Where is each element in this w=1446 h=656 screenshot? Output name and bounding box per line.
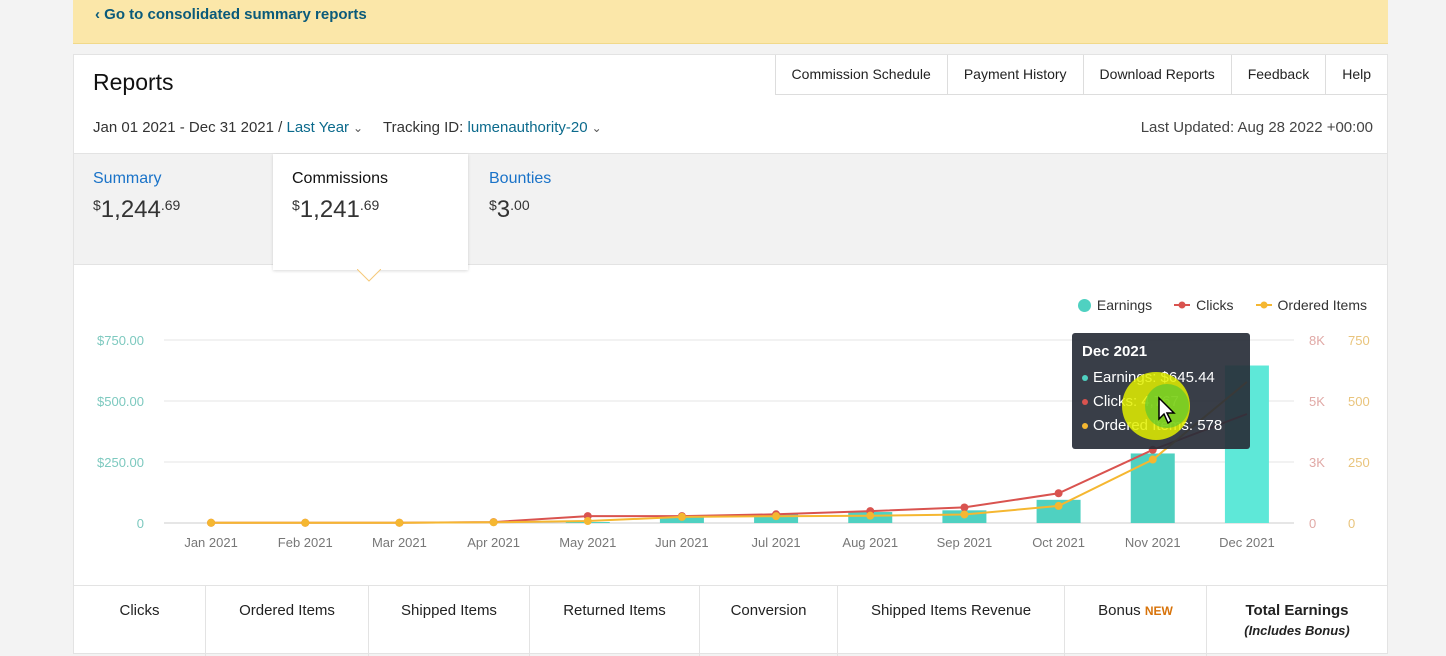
x-tick-label: Sep 2021 (937, 535, 993, 550)
x-tick-label: Oct 2021 (1032, 535, 1085, 550)
date-range: Jan 01 2021 - Dec 31 2021 / (93, 119, 283, 136)
active-tab-pointer (357, 269, 381, 282)
earnings-dot-icon (1082, 375, 1088, 381)
clicks-line-icon (1174, 301, 1191, 309)
earnings-dot-icon (1077, 298, 1091, 312)
notice-banner: ‹ Go to consolidated summary reports (73, 0, 1388, 44)
tab-amount: $1,244.69 (93, 196, 181, 223)
col-conversion[interactable]: Conversion (700, 586, 838, 656)
x-tick-label: Dec 2021 (1219, 535, 1275, 550)
cursor-highlight (1122, 372, 1190, 440)
earnings-bar (1130, 453, 1175, 523)
clicks-point (960, 503, 969, 512)
ordered-items-line (211, 381, 1248, 524)
left-tick-label: 0 (137, 516, 144, 531)
ordered-items-point (301, 518, 310, 527)
x-tick-label: Mar 2021 (372, 535, 427, 550)
new-badge: NEW (1144, 604, 1173, 618)
chevron-down-icon[interactable]: ⌄ (591, 121, 602, 135)
right-tick-label-ordered: 250 (1348, 455, 1370, 470)
right-tick-label-clicks: 5K (1309, 394, 1325, 409)
reports-panel: Reports Commission Schedule Payment Hist… (73, 54, 1388, 656)
col-clicks[interactable]: Clicks (74, 586, 206, 656)
right-tick-label-ordered: 750 (1348, 333, 1370, 348)
ordered-items-point (960, 510, 969, 519)
ordered-line-icon (1255, 301, 1272, 309)
tooltip-title: Dec 2021 (1082, 343, 1148, 360)
consolidated-reports-link[interactable]: ‹ Go to consolidated summary reports (95, 6, 367, 23)
total-sub-label: (Includes Bonus) (1244, 623, 1350, 638)
ordered-items-point (1054, 501, 1063, 510)
x-tick-label: Apr 2021 (467, 535, 520, 550)
help-link[interactable]: Help (1342, 66, 1371, 82)
right-tick-label-ordered: 500 (1348, 394, 1370, 409)
tracking-id-select[interactable]: lumenauthority-20 (467, 119, 588, 136)
clicks-dot-icon (1082, 399, 1088, 405)
period-select[interactable]: Last Year (286, 119, 350, 136)
page-title: Reports (93, 69, 174, 95)
tab-amount: $3.00 (489, 196, 530, 223)
ordered-items-point (677, 512, 686, 521)
x-tick-label: May 2021 (559, 535, 616, 550)
tab-label: Bounties (489, 170, 552, 187)
earnings-bar (1036, 499, 1081, 523)
tab-summary[interactable]: Summary $1,244.69 (74, 154, 269, 266)
filters-bar: Jan 01 2021 - Dec 31 2021 / Last Year ⌄ T… (93, 119, 618, 136)
tab-label: Summary (93, 170, 162, 187)
commission-schedule-link[interactable]: Commission Schedule (776, 55, 948, 94)
tracking-label: Tracking ID: (383, 119, 464, 136)
x-tick-label: Aug 2021 (842, 535, 898, 550)
legend-earnings[interactable]: Earnings (1077, 297, 1152, 313)
payment-history-link[interactable]: Payment History (948, 55, 1084, 94)
tab-commissions[interactable]: Commissions $1,241.69 (273, 154, 468, 270)
x-tick-label: Jan 2021 (184, 535, 238, 550)
summary-tabs: Summary $1,244.69 Commissions $1,241.69 … (74, 153, 1387, 270)
col-shipped-revenue[interactable]: Shipped Items Revenue (838, 586, 1065, 656)
left-tick-label: $250.00 (97, 455, 144, 470)
download-reports-link[interactable]: Download Reports (1084, 55, 1232, 94)
chart-legend: Earnings Clicks Ordered Items (1077, 297, 1367, 313)
tab-bounties[interactable]: Bounties $3.00 (470, 154, 665, 266)
last-updated: Last Updated: Aug 28 2022 +00:00 (1140, 119, 1373, 136)
left-tick-label: $500.00 (97, 394, 144, 409)
ordered-items-point (772, 512, 781, 521)
ordered-items-point (1148, 455, 1157, 464)
chevron-down-icon[interactable]: ⌄ (353, 121, 364, 135)
ordered-items-point (866, 511, 875, 520)
ordered-items-point (583, 517, 592, 526)
left-tick-label: $750.00 (97, 333, 144, 348)
right-tick-label-clicks: 3K (1309, 455, 1325, 470)
col-returned-items[interactable]: Returned Items (530, 586, 700, 656)
tab-label: Commissions (292, 170, 389, 187)
ordered-items-point (395, 518, 404, 527)
clicks-point (1054, 489, 1063, 498)
x-tick-label: Nov 2021 (1125, 535, 1181, 550)
x-tick-label: Jun 2021 (655, 535, 709, 550)
ordered-dot-icon (1082, 423, 1088, 429)
right-tick-label-clicks: 8K (1309, 333, 1325, 348)
feedback-link[interactable]: Feedback (1232, 55, 1327, 94)
legend-clicks[interactable]: Clicks (1174, 297, 1234, 313)
legend-ordered-items[interactable]: Ordered Items (1255, 297, 1367, 313)
col-ordered-items[interactable]: Ordered Items (206, 586, 369, 656)
x-tick-label: Jul 2021 (752, 535, 801, 550)
right-tick-label-ordered: 0 (1348, 516, 1355, 531)
ordered-items-point (207, 518, 216, 527)
col-shipped-items[interactable]: Shipped Items (369, 586, 530, 656)
ordered-items-point (489, 518, 498, 527)
col-bonus[interactable]: Bonus NEW (1065, 586, 1207, 656)
right-tick-label-clicks: 0 (1309, 516, 1316, 531)
metrics-header: Clicks Ordered Items Shipped Items Retur… (74, 585, 1387, 656)
tab-amount: $1,241.69 (292, 196, 380, 223)
x-tick-label: Feb 2021 (278, 535, 333, 550)
col-total-earnings[interactable]: Total Earnings (Includes Bonus) (1207, 586, 1387, 656)
top-nav: Commission Schedule Payment History Down… (774, 55, 1387, 95)
